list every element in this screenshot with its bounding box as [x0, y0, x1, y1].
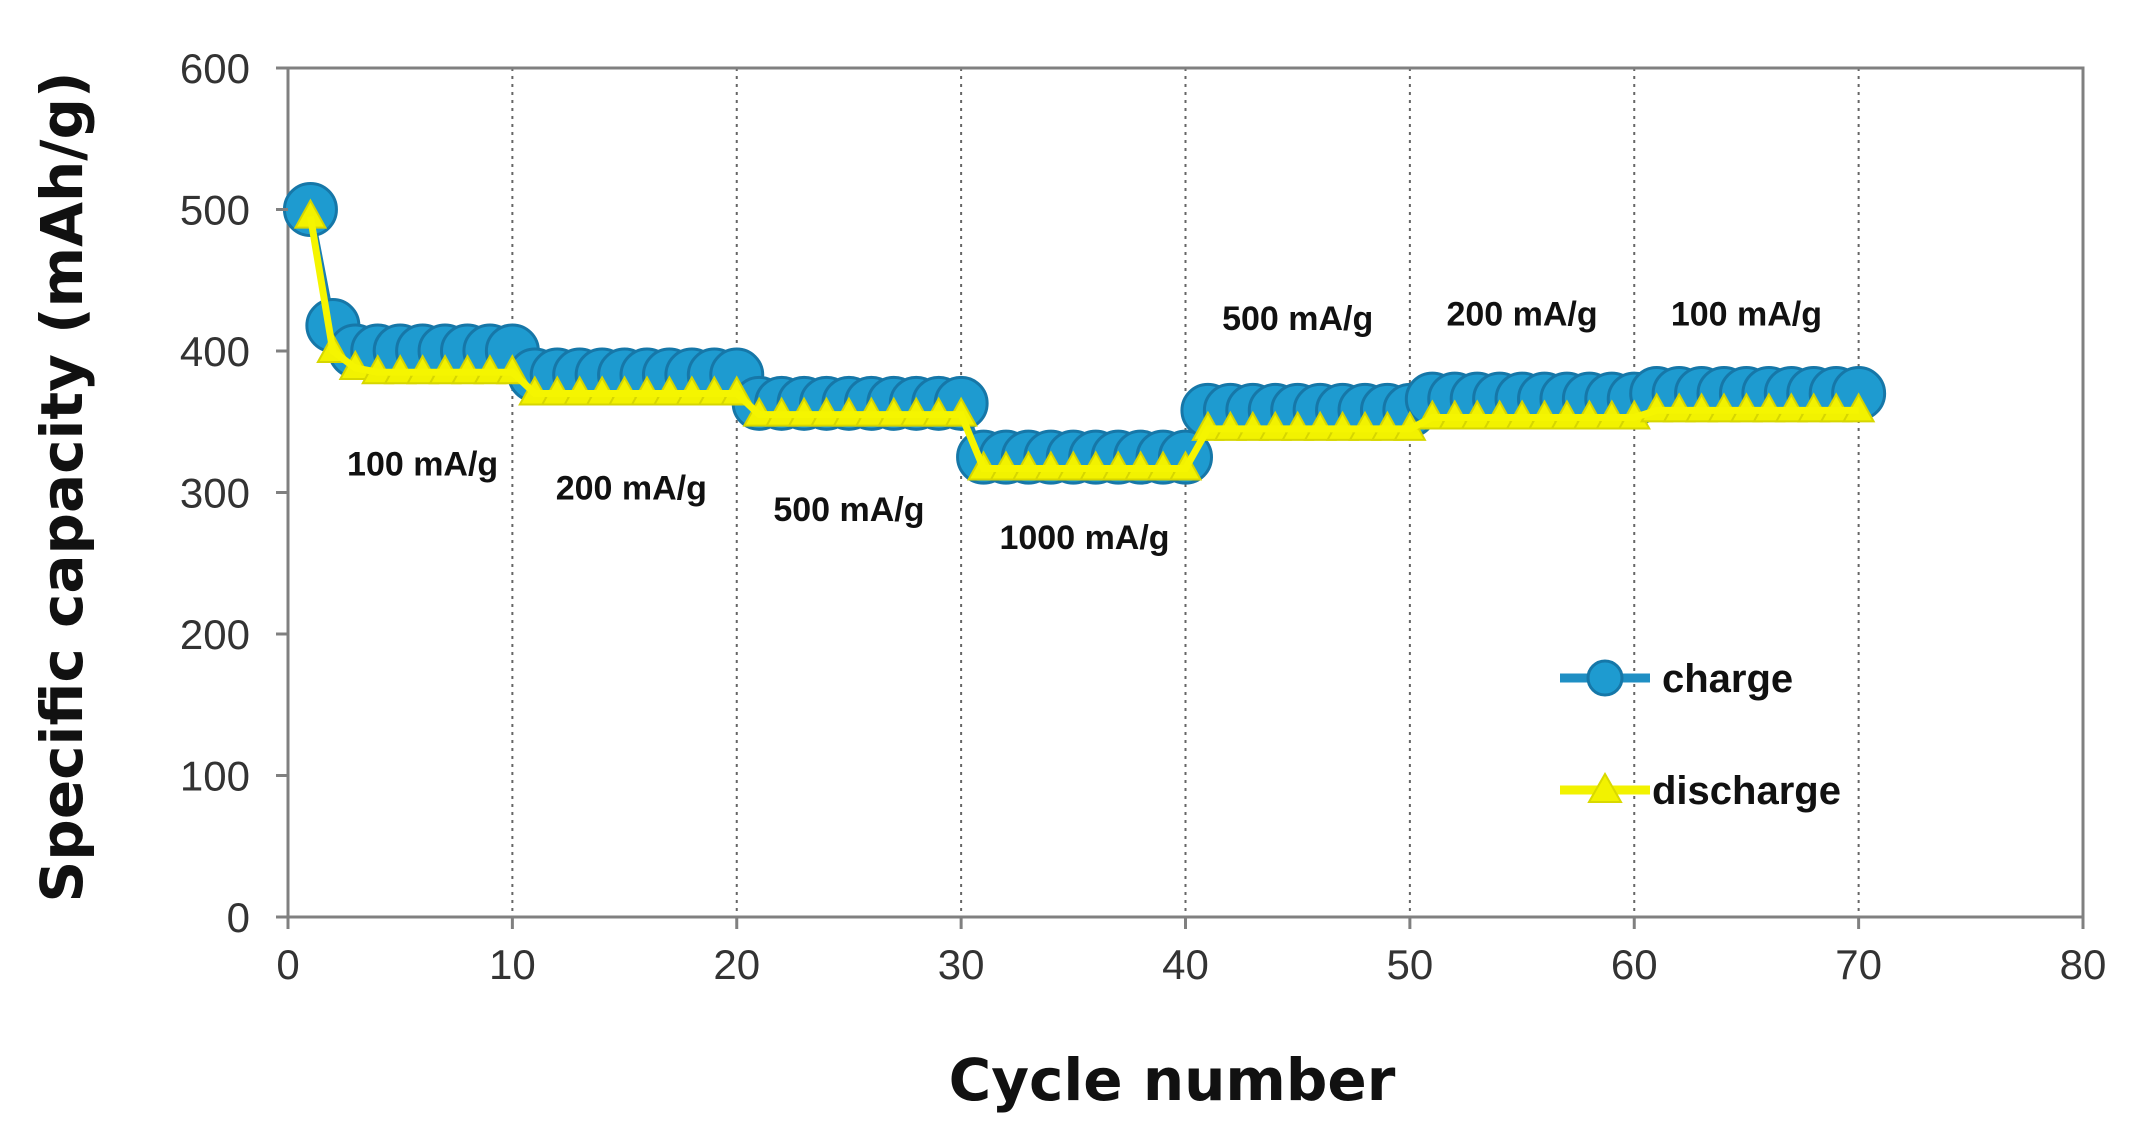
gridlines: [511, 68, 1860, 917]
legend-discharge-marker: [1587, 771, 1623, 803]
y-tick-label-400: 400: [180, 328, 250, 375]
series-charge: [282, 182, 1887, 485]
series-layer: [282, 182, 1887, 485]
discharge-line: [306, 215, 1859, 472]
series-discharge: [293, 198, 1876, 481]
y-axis-ticks: 0 100 200 300 400 500 600: [180, 45, 288, 941]
x-tick-label-0: 0: [276, 941, 299, 988]
legend: charge discharge: [1560, 657, 1841, 813]
legend-charge-marker: [1586, 659, 1624, 697]
x-tick-label-70: 70: [1835, 941, 1882, 988]
rate-label-1: 200 mA/g: [556, 470, 707, 508]
y-tick-label-600: 600: [180, 45, 250, 92]
rate-label-6: 100 mA/g: [1671, 296, 1822, 334]
rate-label-2: 500 mA/g: [773, 491, 924, 529]
y-tick-label-200: 200: [180, 611, 250, 658]
rate-label-5: 200 mA/g: [1446, 296, 1597, 334]
rate-label-0: 100 mA/g: [347, 446, 498, 484]
x-tick-label-20: 20: [713, 941, 760, 988]
rate-annotations: 100 mA/g 200 mA/g 500 mA/g 1000 mA/g 500 mA/…: [347, 296, 1822, 558]
y-tick-label-100: 100: [180, 753, 250, 800]
y-tick-label-300: 300: [180, 470, 250, 517]
legend-discharge-label: discharge: [1652, 769, 1841, 813]
x-tick-label-80: 80: [2060, 941, 2107, 988]
y-tick-label-500: 500: [180, 187, 250, 234]
x-axis-title: Cycle number: [949, 1046, 1396, 1114]
x-axis-ticks: 0 10 20 30 40 50 60 70 80: [276, 917, 2106, 988]
x-tick-label-50: 50: [1387, 941, 1434, 988]
x-tick-label-60: 60: [1611, 941, 1658, 988]
x-tick-label-10: 10: [489, 941, 536, 988]
y-tick-label-0: 0: [227, 894, 250, 941]
rate-label-4: 500 mA/g: [1222, 300, 1373, 338]
rate-label-3: 1000 mA/g: [999, 519, 1169, 557]
x-tick-label-30: 30: [938, 941, 985, 988]
legend-charge-label: charge: [1662, 657, 1793, 701]
x-tick-label-40: 40: [1162, 941, 1209, 988]
y-axis-title: Specific capacity (mAh/g): [28, 72, 96, 903]
